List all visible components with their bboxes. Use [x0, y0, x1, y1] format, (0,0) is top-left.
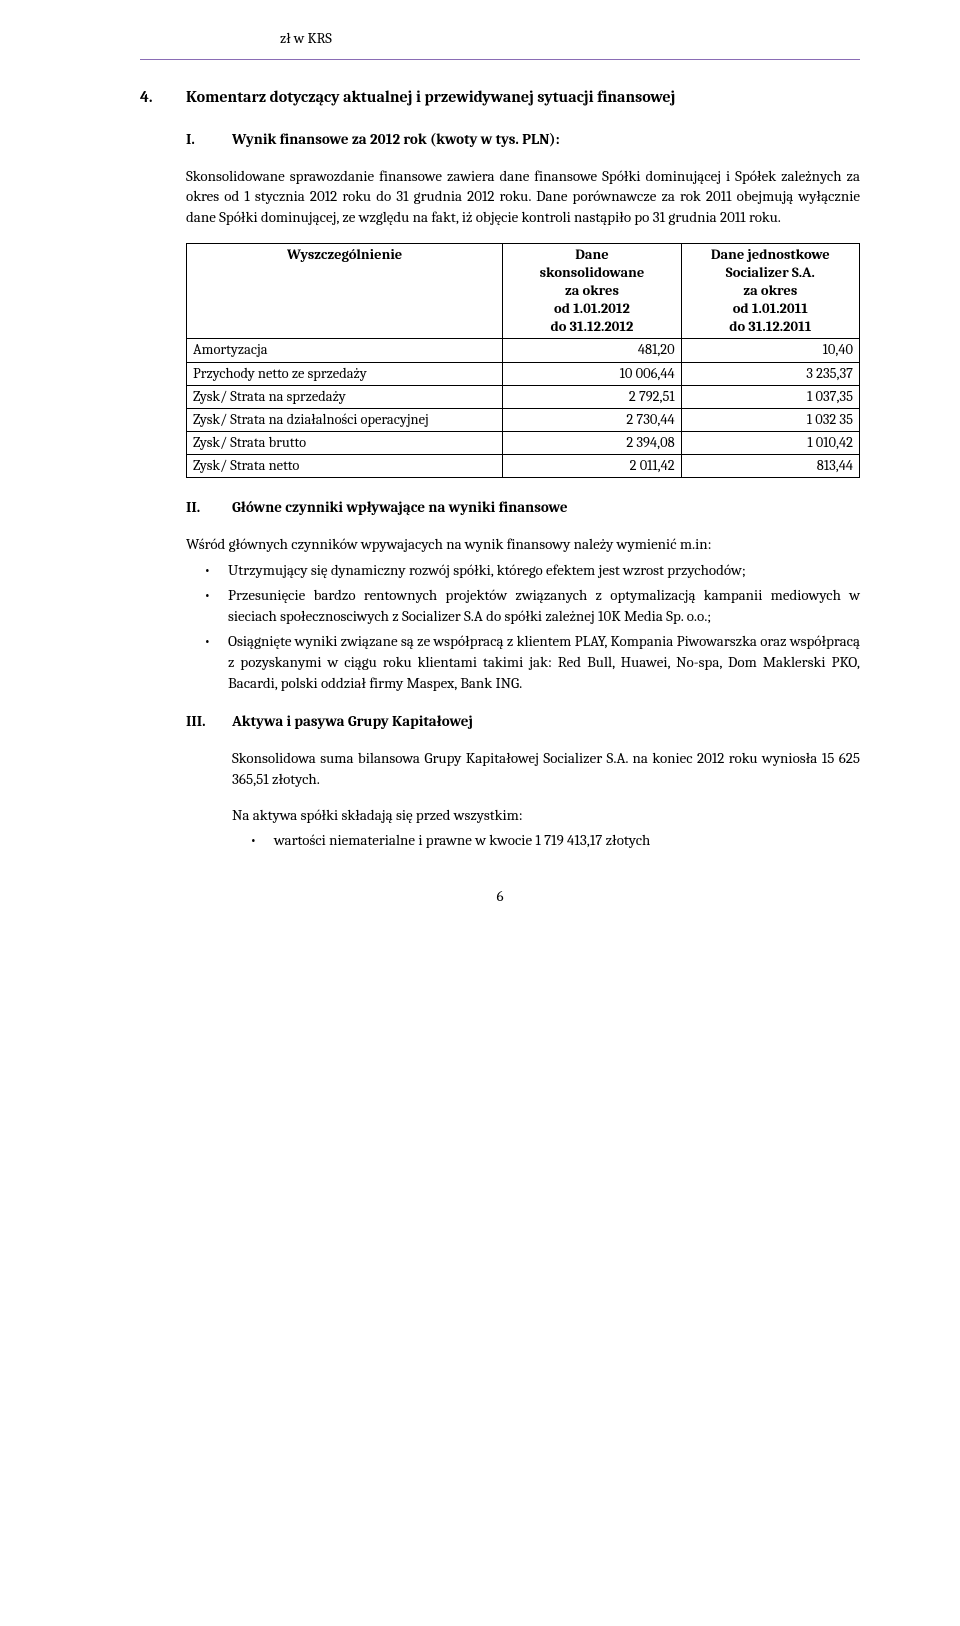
subsection-III-bullets: wartości niematerialne i prawne w kwocie…	[232, 830, 860, 851]
subsection-III-title: Aktywa i pasywa Grupy Kapitałowej	[232, 712, 860, 730]
list-item: Utrzymujący się dynamiczny rozwój spółki…	[186, 560, 860, 581]
subsection-II-bullets: Utrzymujący się dynamiczny rozwój spółki…	[186, 560, 860, 694]
subsection-III-para2: Na aktywa spółki składają się przed wszy…	[232, 805, 860, 826]
table-head-col1: Dane skonsolidowane za okres od 1.01.201…	[503, 243, 681, 339]
table-row: Przychody netto ze sprzedaży 10 006,44 3…	[187, 362, 860, 385]
table-cell-label: Zysk/ Strata brutto	[187, 431, 503, 454]
subsection-I-title: Wynik finansowe za 2012 rok (kwoty w tys…	[232, 130, 860, 148]
table-head-col2-l4: od 1.01.2011	[733, 300, 808, 317]
table-row: Amortyzacja 481,20 10,40	[187, 339, 860, 362]
section-4-heading: 4. Komentarz dotyczący aktualnej i przew…	[140, 88, 860, 106]
table-cell-v1: 481,20	[503, 339, 681, 362]
header-empty-cell	[140, 30, 270, 47]
subsection-I-paragraph: Skonsolidowane sprawozdanie finansowe za…	[186, 166, 860, 227]
subsection-III-number: III.	[186, 712, 232, 730]
table-head-col1-l5: do 31.12.2012	[551, 318, 634, 335]
table-cell-v1: 2 011,42	[503, 455, 681, 478]
header-row: zł w KRS	[140, 30, 860, 47]
table-header-row: Wyszczególnienie Dane skonsolidowane za …	[187, 243, 860, 339]
table-cell-v1: 10 006,44	[503, 362, 681, 385]
table-cell-v2: 3 235,37	[681, 362, 859, 385]
table-cell-label: Zysk/ Strata na działalności operacyjnej	[187, 408, 503, 431]
table-row: Zysk/ Strata netto 2 011,42 813,44	[187, 455, 860, 478]
financial-table: Wyszczególnienie Dane skonsolidowane za …	[186, 243, 860, 478]
table-cell-v1: 2 792,51	[503, 385, 681, 408]
table-head-label: Wyszczególnienie	[187, 243, 503, 339]
subsection-III-para1: Skonsolidowa suma bilansowa Grupy Kapita…	[232, 748, 860, 790]
table-head-col1-l2: skonsolidowane	[540, 264, 645, 281]
list-item: Osiągnięte wyniki związane są ze współpr…	[186, 631, 860, 694]
table-row: Zysk/ Strata brutto 2 394,08 1 010,42	[187, 431, 860, 454]
page-number: 6	[140, 887, 860, 905]
table-row: Zysk/ Strata na sprzedaży 2 792,51 1 037…	[187, 385, 860, 408]
table-cell-v2: 1 010,42	[681, 431, 859, 454]
list-item: wartości niematerialne i prawne w kwocie…	[232, 830, 860, 851]
table-head-col1-l1: Dane	[575, 246, 608, 263]
header-text: zł w KRS	[270, 30, 332, 47]
table-cell-v1: 2 394,08	[503, 431, 681, 454]
subsection-II-intro: Wśród głównych czynników wpywajacych na …	[186, 534, 860, 554]
table-cell-v2: 1 037,35	[681, 385, 859, 408]
header-separator	[140, 59, 860, 60]
subsection-II-heading: II. Główne czynniki wpływające na wyniki…	[186, 498, 860, 516]
table-head-col2-l1: Dane jednostkowe	[711, 246, 830, 263]
table-head-col1-l4: od 1.01.2012	[554, 300, 630, 317]
table-cell-label: Zysk/ Strata netto	[187, 455, 503, 478]
section-4-title: Komentarz dotyczący aktualnej i przewidy…	[186, 88, 860, 106]
subsection-II-number: II.	[186, 498, 232, 516]
subsection-I-heading: I. Wynik finansowe za 2012 rok (kwoty w …	[186, 130, 860, 148]
table-head-col2-l5: do 31.12.2011	[729, 318, 811, 335]
table-head-col1-l3: za okres	[565, 282, 619, 299]
table-head-col2-l3: za okres	[743, 282, 797, 299]
table-cell-v1: 2 730,44	[503, 408, 681, 431]
list-item: Przesunięcie bardzo rentownych projektów…	[186, 585, 860, 627]
table-cell-v2: 10,40	[681, 339, 859, 362]
table-head-col2-l2: Socializer S.A.	[726, 264, 815, 281]
subsection-I-number: I.	[186, 130, 232, 148]
subsection-II-title: Główne czynniki wpływające na wyniki fin…	[232, 498, 860, 516]
subsection-III-heading: III. Aktywa i pasywa Grupy Kapitałowej	[186, 712, 860, 730]
table-cell-label: Przychody netto ze sprzedaży	[187, 362, 503, 385]
table-head-col2: Dane jednostkowe Socializer S.A. za okre…	[681, 243, 859, 339]
table-cell-label: Zysk/ Strata na sprzedaży	[187, 385, 503, 408]
section-4-number: 4.	[140, 88, 186, 106]
table-cell-v2: 813,44	[681, 455, 859, 478]
table-row: Zysk/ Strata na działalności operacyjnej…	[187, 408, 860, 431]
table-cell-v2: 1 032 35	[681, 408, 859, 431]
financial-table-wrap: Wyszczególnienie Dane skonsolidowane za …	[186, 243, 860, 478]
table-cell-label: Amortyzacja	[187, 339, 503, 362]
